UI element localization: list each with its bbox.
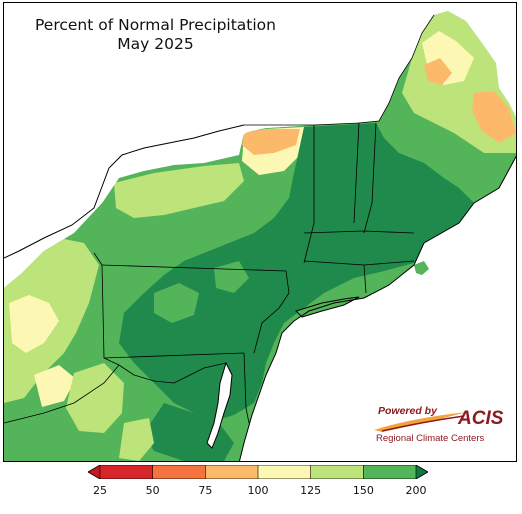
canada-area bbox=[448, 3, 516, 117]
lake-ontario bbox=[102, 125, 262, 203]
land-region bbox=[9, 295, 59, 353]
land-region bbox=[114, 163, 244, 218]
land-region bbox=[472, 91, 516, 143]
logo-swoosh-icon bbox=[374, 412, 467, 432]
logo-acis: ACIS bbox=[458, 408, 504, 429]
title-line-1: Percent of Normal Precipitation bbox=[34, 16, 276, 34]
land-region bbox=[119, 123, 484, 421]
colorbar-segment bbox=[310, 465, 364, 479]
long-island bbox=[296, 297, 359, 317]
chesapeake-bay bbox=[207, 363, 232, 448]
colorbar-above-arrow bbox=[416, 465, 428, 479]
map-title: Percent of Normal Precipitation May 2025 bbox=[28, 16, 283, 54]
land-region bbox=[242, 129, 300, 155]
land-region bbox=[154, 283, 199, 323]
colorbar-tick-label: 75 bbox=[198, 484, 213, 497]
colorbar-segment bbox=[152, 465, 206, 479]
atlantic-ocean bbox=[239, 156, 516, 461]
cape-cod bbox=[414, 261, 429, 275]
colorbar-below-arrow bbox=[88, 465, 100, 479]
colorbar-tick-label: 50 bbox=[145, 484, 160, 497]
land-region bbox=[66, 363, 124, 433]
colorbar-tick-label: 125 bbox=[300, 484, 322, 497]
colorbar-tick-label: 200 bbox=[405, 484, 427, 497]
state-boundaries bbox=[4, 14, 435, 424]
land-region bbox=[424, 58, 452, 85]
precipitation-map bbox=[3, 2, 517, 462]
colorbar-segment bbox=[363, 465, 416, 479]
logo-subtitle: Regional Climate Centers bbox=[376, 433, 485, 444]
colorbar-tick-label: 25 bbox=[93, 484, 107, 497]
acis-logo: Powered by ACIS Regional Climate Centers bbox=[372, 404, 504, 448]
title-line-2: May 2025 bbox=[117, 35, 194, 53]
colorbar-segment bbox=[100, 465, 153, 479]
colorbar-tick-label: 150 bbox=[352, 484, 374, 497]
colorbar-tick-label: 100 bbox=[247, 484, 269, 497]
land-region bbox=[119, 418, 154, 461]
land-region bbox=[34, 365, 76, 407]
colorbar-segment bbox=[205, 465, 258, 479]
colorbar-segment bbox=[258, 465, 311, 479]
logo-powered-by: Powered by bbox=[378, 405, 437, 417]
colorbar-legend bbox=[88, 465, 428, 479]
map-canvas bbox=[4, 3, 516, 461]
coastlines bbox=[4, 124, 516, 461]
